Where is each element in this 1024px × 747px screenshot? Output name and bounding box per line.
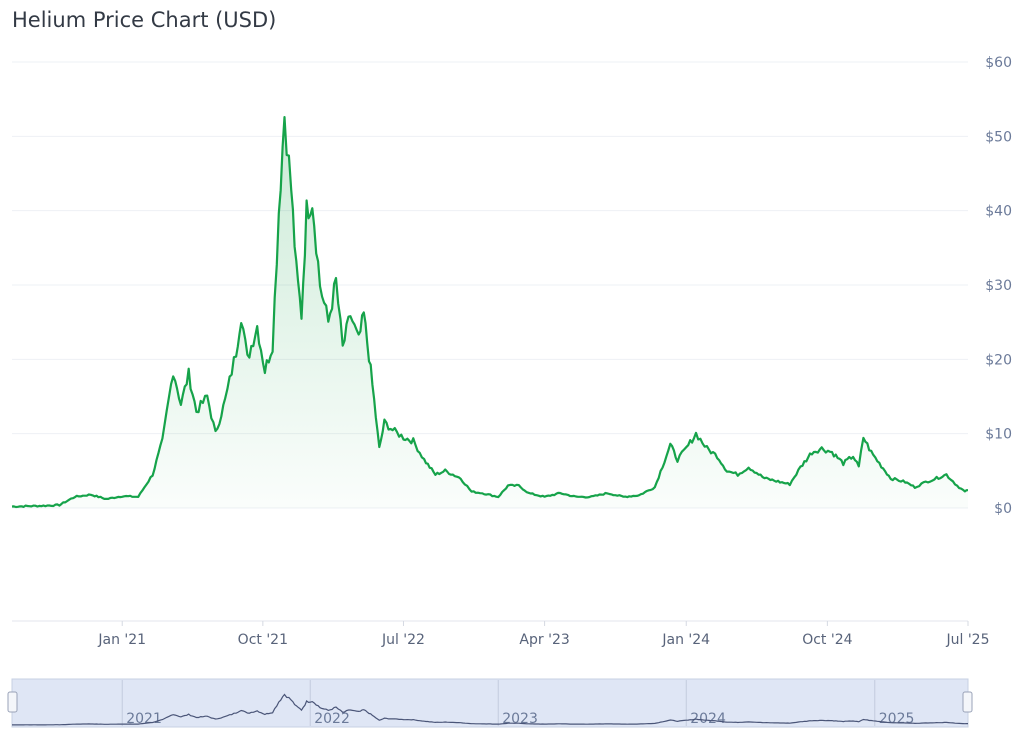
navigator-left-handle[interactable] <box>7 691 18 713</box>
x-tick-label: Apr '23 <box>519 632 569 648</box>
navigator-line <box>12 693 968 726</box>
y-tick-label: $60 <box>985 55 1012 71</box>
navigator-year-label: 2025 <box>879 711 915 727</box>
range-navigator[interactable]: 2021 2022 2023 2024 2025 <box>7 678 973 728</box>
price-line <box>11 116 968 509</box>
x-tick-label: Jul '22 <box>381 632 425 648</box>
grid-layer <box>12 61 968 509</box>
x-tick-label: Jan '24 <box>661 632 710 648</box>
y-tick-label: $50 <box>985 129 1012 145</box>
chart-title: Helium Price Chart (USD) <box>12 8 277 32</box>
y-tick-label: $40 <box>985 204 1012 220</box>
x-tick-label: Jan '21 <box>97 632 146 648</box>
y-tick-label: $10 <box>985 427 1012 443</box>
x-tick-label: Oct '21 <box>238 632 288 648</box>
navigator-year-label: 2022 <box>314 711 350 727</box>
navigator-year-label: 2024 <box>690 711 726 727</box>
x-axis: Jan '21 Oct '21 Jul '22 Apr '23 Jan '24 Oct '… <box>97 621 990 648</box>
y-tick-label: $0 <box>994 501 1012 517</box>
y-tick-label: $30 <box>985 278 1012 294</box>
price-area <box>12 117 968 508</box>
x-tick-label: Oct '24 <box>802 632 852 648</box>
navigator-year-label: 2023 <box>502 711 538 727</box>
navigator-background <box>11 678 969 728</box>
y-axis: $0 $10 $20 $30 $40 $50 $60 <box>985 55 1012 517</box>
navigator-right-handle[interactable] <box>962 691 973 713</box>
x-tick-label: Jul '25 <box>945 632 989 648</box>
y-tick-label: $20 <box>985 352 1012 368</box>
